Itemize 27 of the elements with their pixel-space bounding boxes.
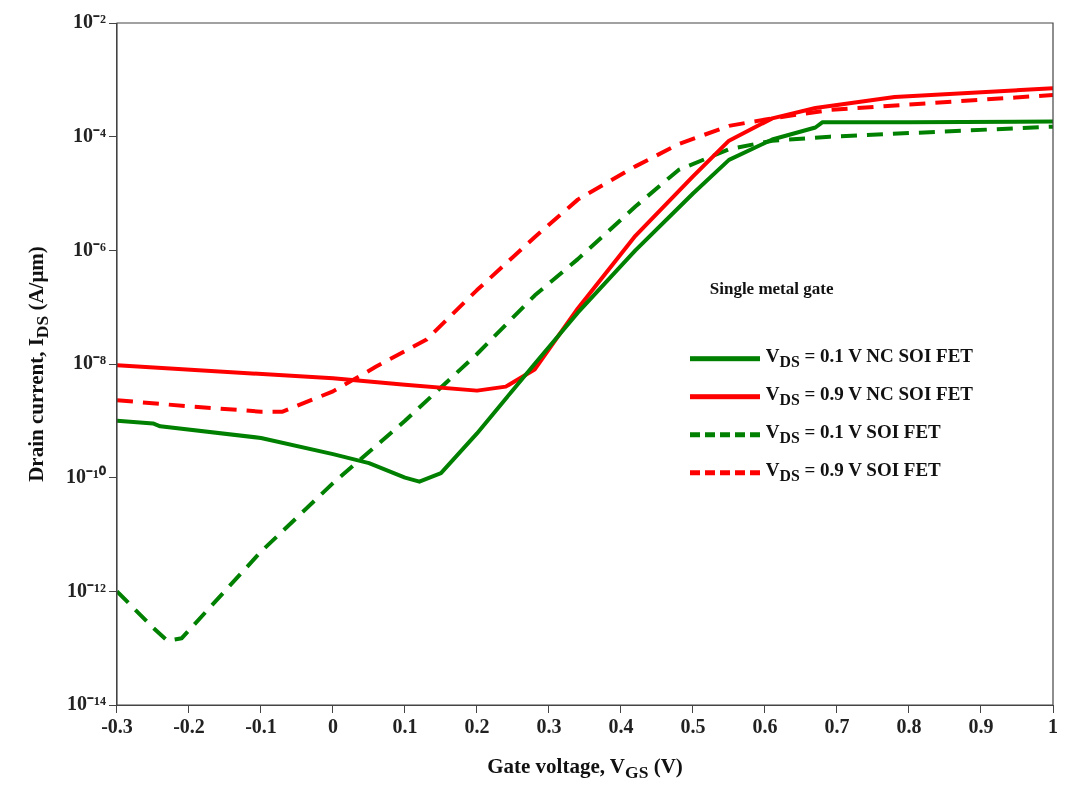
y-tick-label: 10⁻⁴ [73,123,106,146]
y-tick-label: 10⁻¹⁴ [67,692,106,715]
x-tick-label: 0.6 [752,715,778,738]
legend-label: V$_{DS}$ = 0.1 V NC SOI FET [765,345,973,372]
annotation: Single metal gate [709,279,835,300]
x-tick-label: 0.3 [536,715,562,738]
x-tick-label: 0.9 [968,715,994,738]
y-tick-label: 10⁻⁸ [73,351,106,374]
x-tick-label: -0.3 [101,715,133,738]
legend-label: V$_{DS}$ = 0.1 V SOI FET [765,421,941,448]
legend-label: V$_{DS}$ = 0.9 V SOI FET [765,459,941,486]
x-axis-title: Gate voltage, V$_{GS}$ (V) [487,753,683,783]
y-tick-label: 10⁻¹² [67,578,106,601]
y-tick-label: 10⁻¹⁰ [66,464,106,487]
x-tick-label: 0.1 [392,715,418,738]
x-tick-label: 0 [328,715,338,738]
x-tick-label: 0.2 [464,715,490,738]
legend-label: V$_{DS}$ = 0.9 V NC SOI FET [765,383,973,410]
y-tick-label: 10⁻² [73,10,106,33]
x-tick-label: 0.4 [608,715,634,738]
x-tick-label: 1 [1048,715,1058,738]
x-tick-label: -0.1 [245,715,277,738]
x-tick-label: 0.8 [896,715,922,738]
x-tick-label: 0.7 [824,715,850,738]
x-tick-label: -0.2 [173,715,205,738]
x-tick-label: 0.5 [680,715,706,738]
y-tick-label: 10⁻⁶ [73,237,106,260]
